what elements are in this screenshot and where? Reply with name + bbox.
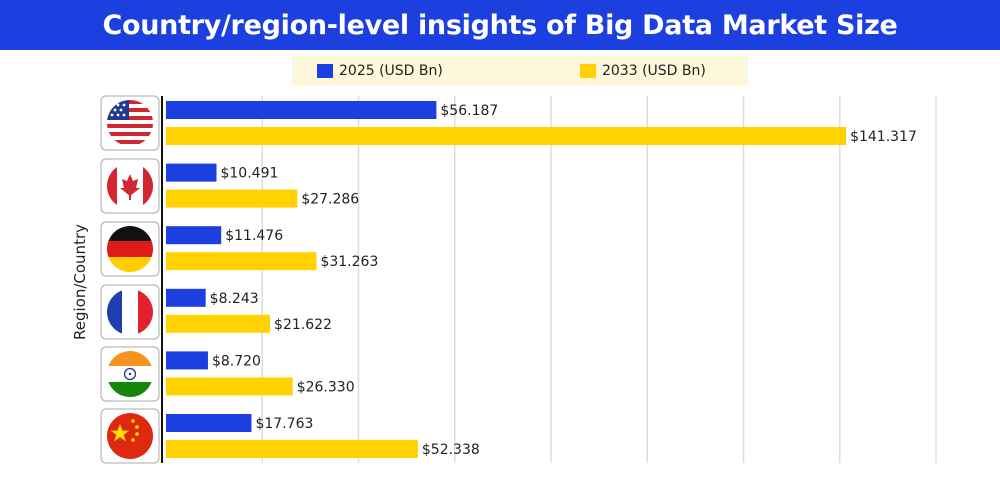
data-label: $17.763: [255, 416, 313, 432]
data-label: $10.491: [220, 166, 278, 182]
legend-label-2025: 2025 (USD Bn): [339, 63, 443, 79]
bar-2025-5: [166, 414, 252, 432]
legend-item-2025: 2025 (USD Bn): [317, 56, 443, 86]
bar-2033-1: [166, 189, 298, 208]
chart-title-bar: Country/region-level insights of Big Dat…: [0, 0, 1000, 50]
bar-2033-4: [166, 377, 293, 396]
canada-flag-icon: [100, 158, 160, 214]
bars: $56.187 $141.317 $10.491 $27.286 $11.476 $31.…: [166, 101, 917, 458]
data-label: $8.243: [210, 291, 259, 307]
bar-2025-0: [166, 101, 437, 119]
legend: 2025 (USD Bn) 2033 (USD Bn): [292, 56, 748, 86]
bar-2025-4: [166, 351, 208, 370]
data-label: $26.330: [297, 379, 355, 395]
bar-2025-2: [166, 226, 222, 245]
india-flag-icon: [100, 346, 160, 402]
data-label: $56.187: [440, 103, 498, 119]
bar-2033-3: [166, 314, 271, 333]
france-flag-icon: [100, 284, 160, 340]
data-label: $31.263: [320, 254, 378, 270]
legend-swatch-2033: [580, 64, 596, 78]
legend-swatch-2025: [317, 64, 333, 78]
us-flag-icon: [100, 95, 160, 151]
gridlines: [261, 96, 937, 463]
data-label: $11.476: [225, 228, 283, 244]
germany-flag-icon: [100, 221, 160, 277]
data-label: $141.317: [850, 129, 917, 145]
china-flag-icon: [100, 408, 160, 464]
bar-2033-2: [166, 252, 317, 271]
bar-2025-3: [166, 288, 206, 307]
data-label: $21.622: [274, 317, 332, 333]
bar-2025-1: [166, 163, 217, 182]
chart-title: Country/region-level insights of Big Dat…: [102, 9, 898, 41]
data-label: $8.720: [212, 353, 261, 369]
bar-2033-5: [166, 440, 418, 458]
bar-2033-0: [166, 127, 847, 145]
legend-label-2033: 2033 (USD Bn): [602, 63, 706, 79]
data-label: $27.286: [301, 192, 359, 208]
legend-item-2033: 2033 (USD Bn): [580, 56, 706, 86]
data-label: $52.338: [422, 442, 480, 458]
